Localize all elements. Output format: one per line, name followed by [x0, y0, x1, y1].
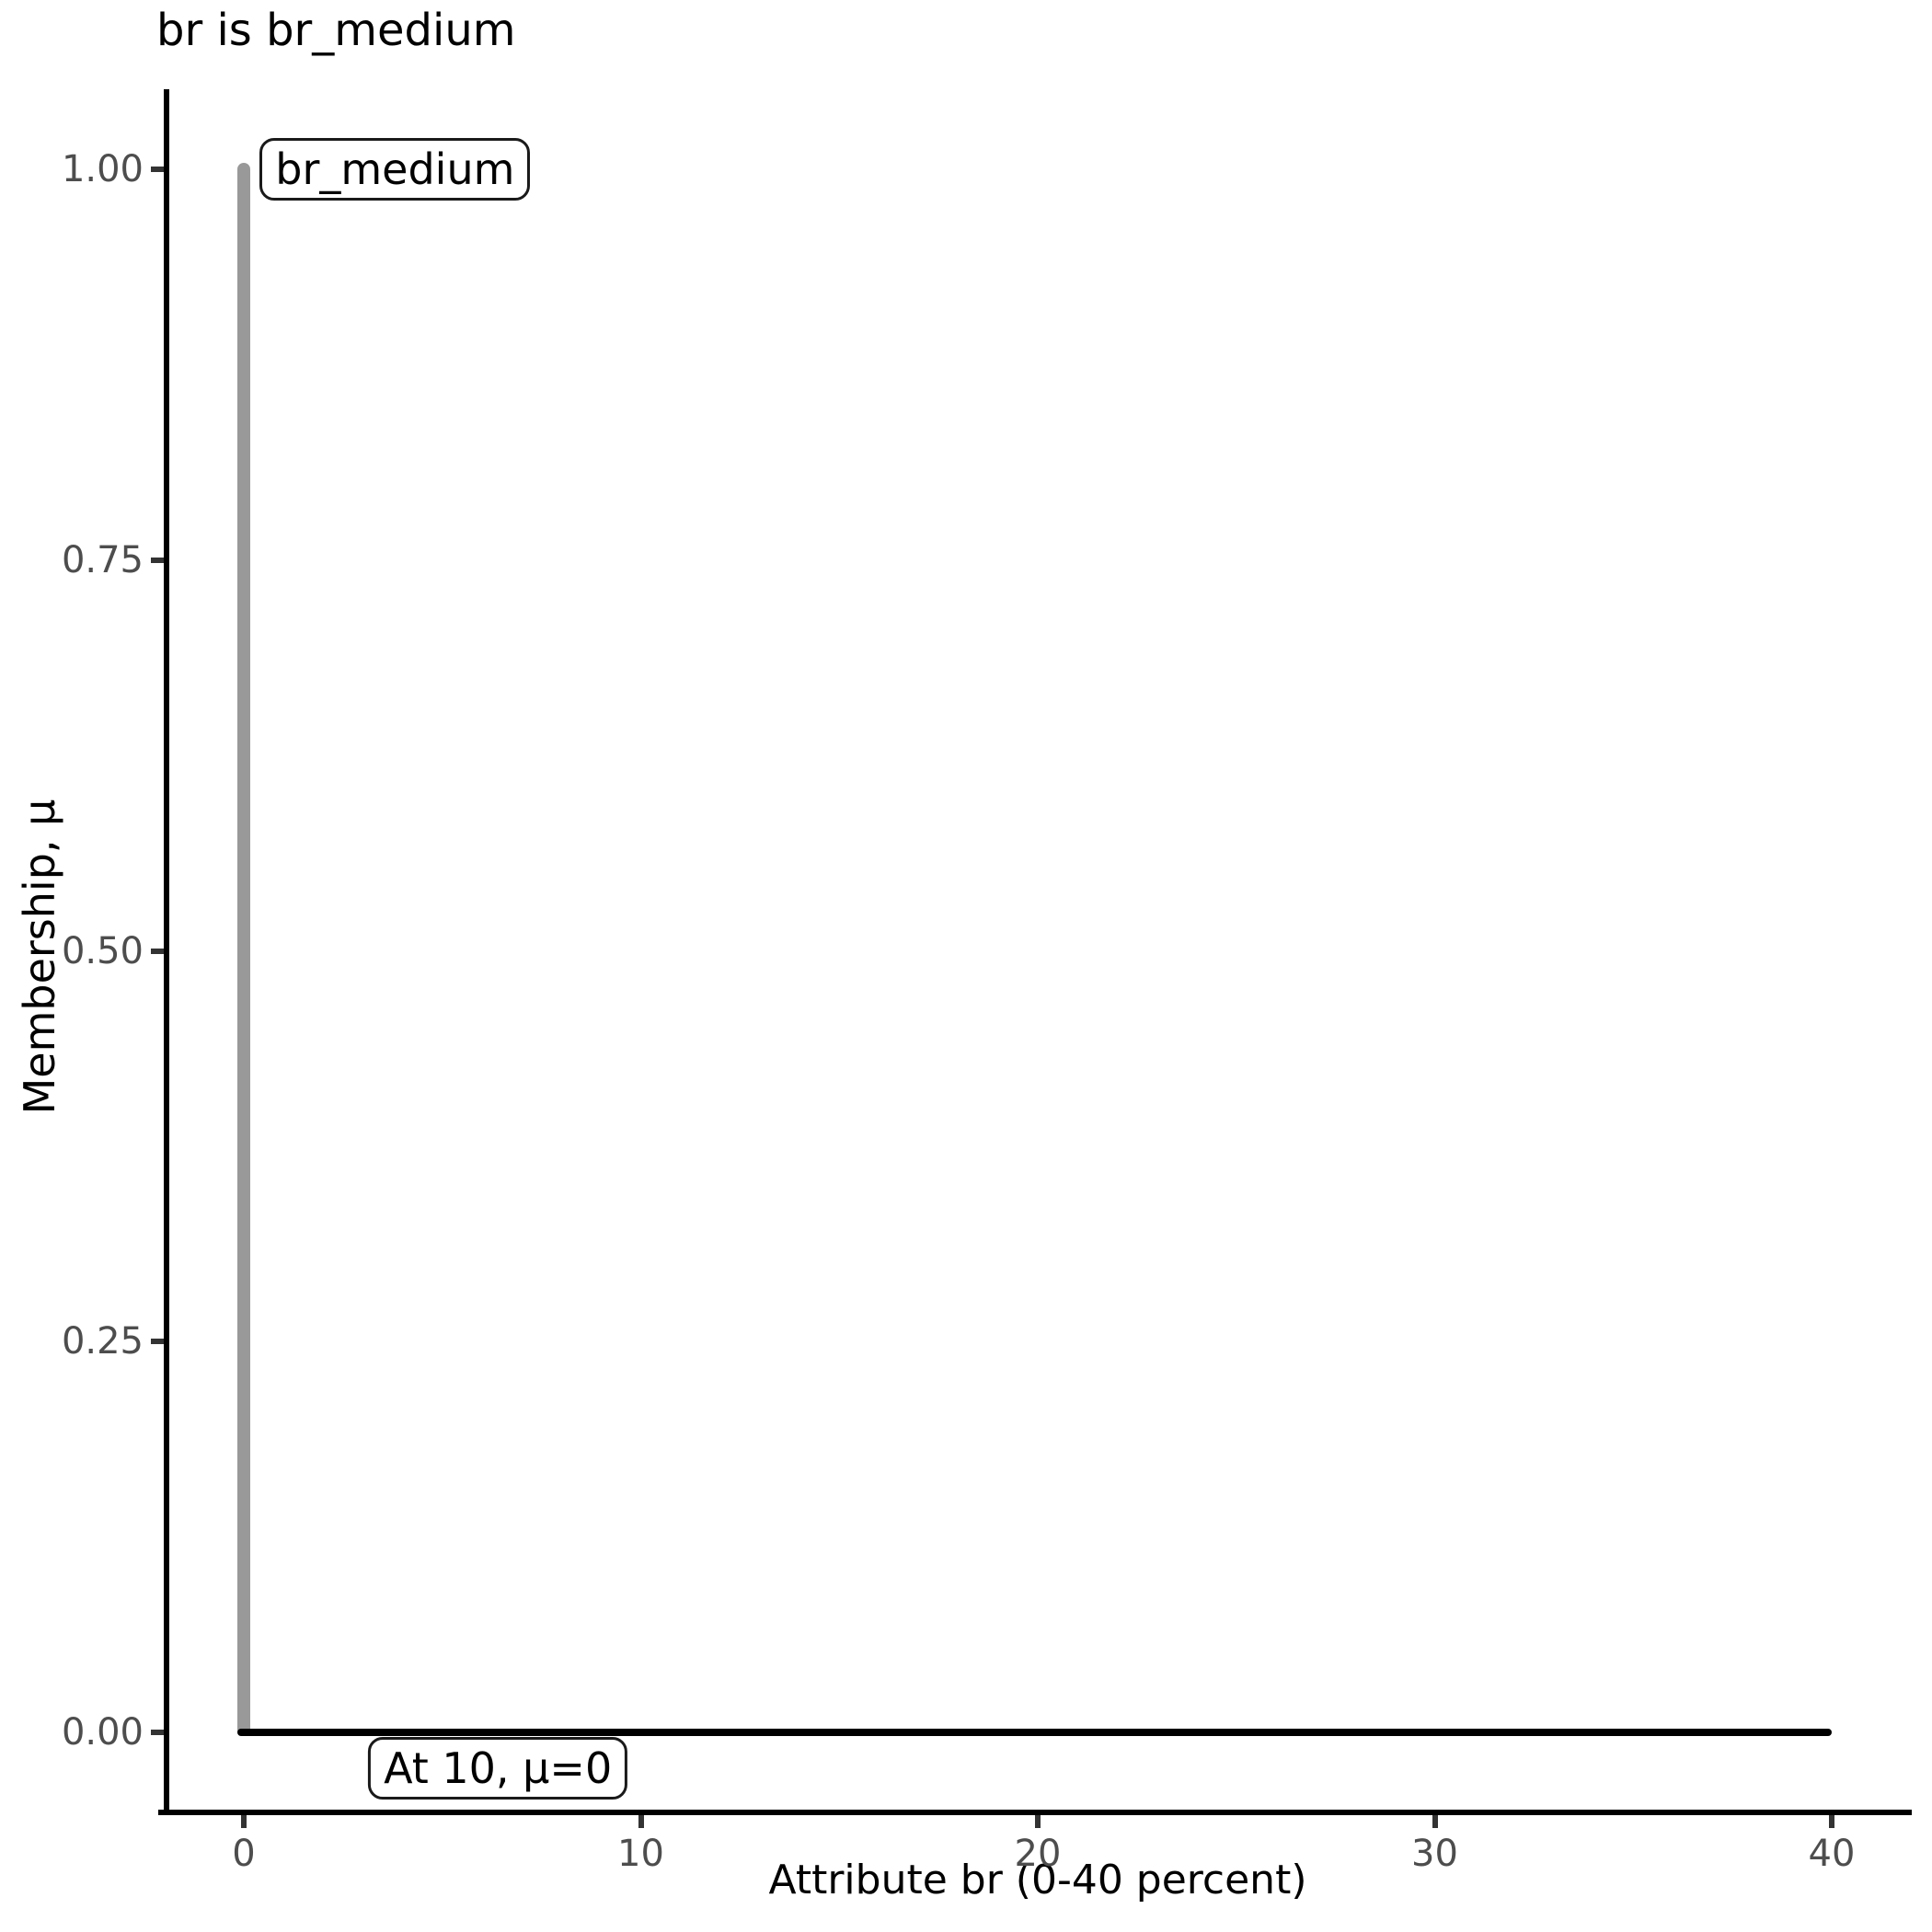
x-tick-mark — [1432, 1815, 1438, 1828]
mu-zero-baseline-mark — [237, 1729, 1832, 1736]
y-tick-label: 0.75 — [61, 538, 144, 581]
label-br-medium: br_medium — [259, 138, 531, 201]
x-tick-mark — [638, 1815, 644, 1828]
y-tick-label: 0.00 — [61, 1711, 144, 1754]
y-tick-label: 1.00 — [61, 148, 144, 190]
y-axis-line — [164, 89, 169, 1815]
x-tick-label: 30 — [1411, 1833, 1458, 1875]
y-tick-mark — [151, 1339, 164, 1345]
y-tick-mark — [151, 1730, 164, 1735]
x-tick-label: 20 — [1014, 1833, 1062, 1875]
x-tick-mark — [1829, 1815, 1834, 1828]
plot-title: br is br_medium — [156, 5, 516, 56]
label-at-10: At 10, μ=0 — [368, 1737, 628, 1800]
br_medium-membership-spike-mark — [237, 163, 250, 1736]
x-tick-label: 40 — [1808, 1833, 1856, 1875]
y-tick-mark — [151, 167, 164, 172]
x-axis-title: Attribute br (0-40 percent) — [768, 1857, 1307, 1903]
x-tick-mark — [1035, 1815, 1041, 1828]
x-tick-label: 0 — [232, 1833, 256, 1875]
y-tick-label: 0.25 — [61, 1320, 144, 1363]
x-tick-label: 10 — [617, 1833, 664, 1875]
y-tick-label: 0.50 — [61, 929, 144, 972]
y-tick-mark — [151, 557, 164, 563]
x-axis-line — [158, 1810, 1912, 1815]
x-tick-mark — [241, 1815, 247, 1828]
y-tick-mark — [151, 948, 164, 954]
